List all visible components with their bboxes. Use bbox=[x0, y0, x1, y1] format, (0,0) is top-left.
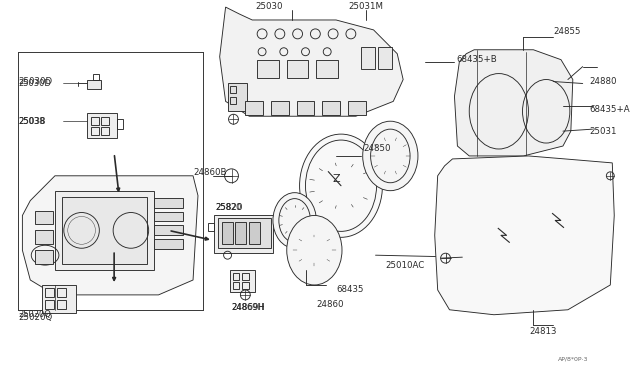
Bar bbox=[287, 60, 308, 77]
Bar bbox=[271, 101, 289, 115]
Text: 25031M: 25031M bbox=[348, 1, 383, 10]
Bar bbox=[348, 101, 365, 115]
Ellipse shape bbox=[287, 215, 342, 285]
Bar bbox=[323, 101, 340, 115]
Ellipse shape bbox=[273, 193, 316, 248]
Text: 25030D: 25030D bbox=[19, 77, 52, 86]
Bar bbox=[230, 97, 236, 104]
Bar bbox=[257, 60, 279, 77]
Bar bbox=[154, 225, 183, 235]
Bar bbox=[296, 101, 314, 115]
Text: 24813: 24813 bbox=[529, 327, 557, 336]
Bar bbox=[232, 273, 239, 280]
Bar bbox=[378, 47, 392, 68]
Bar bbox=[117, 119, 123, 129]
Bar bbox=[214, 215, 273, 253]
Ellipse shape bbox=[363, 121, 418, 191]
Bar bbox=[88, 80, 101, 89]
Text: 24855: 24855 bbox=[553, 28, 580, 36]
Text: 25020Q: 25020Q bbox=[19, 313, 52, 322]
Bar bbox=[35, 250, 53, 264]
Text: 68435: 68435 bbox=[336, 285, 364, 294]
Bar bbox=[154, 239, 183, 249]
Text: 24869H: 24869H bbox=[232, 303, 266, 312]
Polygon shape bbox=[220, 7, 403, 116]
Bar bbox=[55, 191, 154, 270]
Text: 25020Q: 25020Q bbox=[19, 310, 51, 319]
Polygon shape bbox=[22, 176, 198, 295]
Text: 68435+B: 68435+B bbox=[456, 55, 497, 64]
Text: 25038: 25038 bbox=[19, 117, 45, 126]
Bar bbox=[230, 86, 236, 93]
Text: 24850: 24850 bbox=[364, 144, 391, 154]
Text: 24880: 24880 bbox=[589, 77, 617, 86]
Text: 25038: 25038 bbox=[19, 117, 46, 126]
Text: 25820: 25820 bbox=[216, 203, 242, 212]
Text: AP/8*0P·3: AP/8*0P·3 bbox=[558, 357, 589, 362]
Bar bbox=[243, 282, 249, 289]
Bar bbox=[232, 282, 239, 289]
Text: 25030D: 25030D bbox=[19, 79, 51, 88]
Text: 25031: 25031 bbox=[589, 126, 617, 136]
Bar bbox=[92, 127, 99, 135]
Text: Z: Z bbox=[332, 174, 340, 184]
Bar bbox=[236, 222, 246, 244]
Bar bbox=[45, 300, 54, 309]
Bar bbox=[92, 117, 99, 125]
Bar bbox=[101, 117, 109, 125]
Bar bbox=[208, 224, 214, 231]
Bar bbox=[245, 101, 263, 115]
Bar bbox=[88, 113, 117, 138]
Bar bbox=[101, 127, 109, 135]
Bar bbox=[230, 270, 255, 292]
Bar bbox=[57, 300, 66, 309]
Bar bbox=[154, 198, 183, 208]
Text: 68435+A: 68435+A bbox=[589, 105, 630, 114]
Bar bbox=[249, 222, 260, 244]
Bar bbox=[154, 212, 183, 221]
Text: 24860: 24860 bbox=[316, 300, 344, 309]
Text: 24860B: 24860B bbox=[193, 168, 227, 177]
Ellipse shape bbox=[300, 134, 383, 237]
Text: 25010AC: 25010AC bbox=[385, 261, 425, 270]
Bar bbox=[218, 218, 271, 248]
Polygon shape bbox=[435, 156, 614, 315]
Bar bbox=[243, 273, 249, 280]
Polygon shape bbox=[454, 50, 573, 156]
Bar bbox=[35, 211, 53, 224]
Bar bbox=[42, 285, 76, 313]
Text: 25030: 25030 bbox=[255, 1, 283, 10]
Text: 25820: 25820 bbox=[216, 203, 243, 212]
Bar bbox=[221, 222, 232, 244]
Text: 24869H: 24869H bbox=[232, 303, 264, 312]
Bar bbox=[35, 230, 53, 244]
Bar bbox=[316, 60, 338, 77]
Bar bbox=[361, 47, 374, 68]
Bar bbox=[62, 197, 147, 264]
Bar bbox=[228, 83, 247, 111]
Bar bbox=[57, 288, 66, 297]
Bar bbox=[45, 288, 54, 297]
Bar bbox=[93, 74, 99, 80]
